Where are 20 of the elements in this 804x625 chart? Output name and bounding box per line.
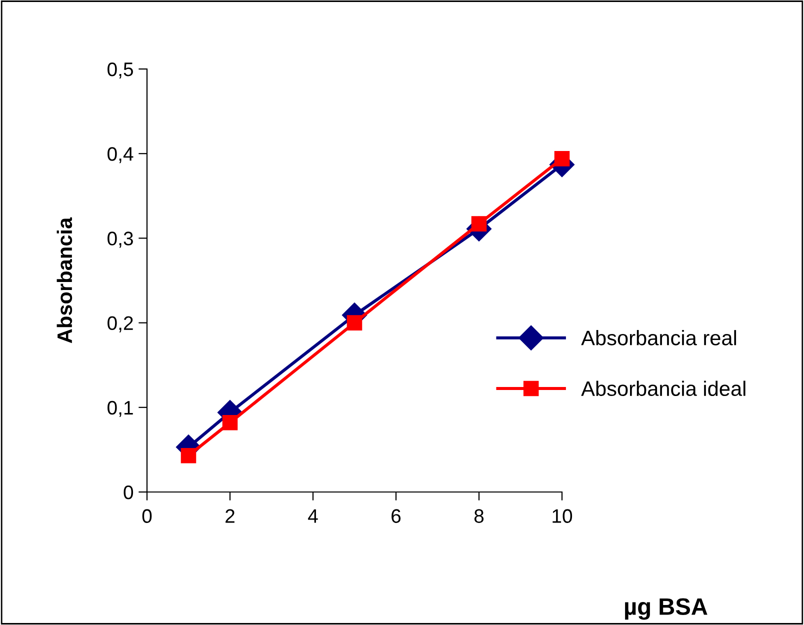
point (222, 414, 238, 430)
y-tick-label: 0,2 (108, 316, 133, 332)
legend-label: Absorbancia ideal (581, 380, 746, 396)
x-axis-title: µg BSA (625, 598, 708, 620)
y-tick-label: 0,5 (108, 62, 133, 79)
y-tick-label: 0 (124, 485, 134, 500)
x-tick-label: 2 (226, 509, 234, 523)
point (346, 315, 362, 330)
x-tick-label: 8 (474, 509, 484, 523)
y-tick-label: 0,3 (108, 232, 133, 248)
y-axis-title: Absorbancia (56, 217, 72, 344)
y-tick-label: 0,1 (108, 400, 133, 417)
x-tick-label: 6 (392, 509, 401, 523)
x-tick-label: 0 (142, 509, 152, 523)
x-tick-label: 10 (552, 509, 572, 523)
point (180, 448, 196, 464)
y-tick-label: 0,4 (108, 147, 134, 164)
x-tick-label: 4 (308, 509, 318, 523)
legend-label: Absorbancia real (581, 330, 736, 346)
point (554, 151, 570, 166)
